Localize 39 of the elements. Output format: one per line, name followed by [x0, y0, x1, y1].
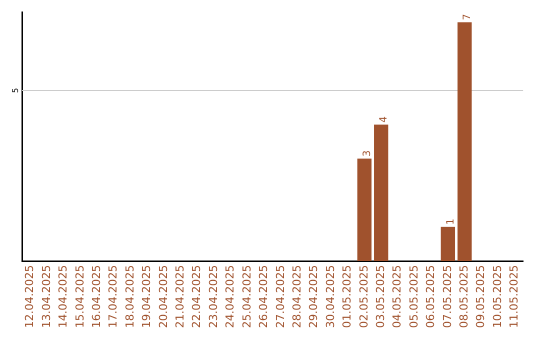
- x-tick-label: 10.05.2025: [490, 265, 504, 328]
- x-tick-label: 14.04.2025: [56, 265, 70, 328]
- x-tick-label: 21.04.2025: [174, 265, 187, 328]
- x-tick-label: 18.04.2025: [123, 265, 136, 328]
- x-tick-label: 08.05.2025: [457, 265, 470, 328]
- x-tick-label: 17.04.2025: [106, 265, 120, 328]
- data-label: 1: [446, 218, 457, 225]
- x-tick-label: 24.04.2025: [224, 265, 237, 328]
- x-tick-label: 03.05.2025: [374, 265, 387, 328]
- x-tick-label: 01.05.2025: [340, 265, 354, 328]
- x-tick-label: 26.04.2025: [257, 265, 270, 328]
- ref-line-label: 5: [11, 88, 20, 94]
- x-tick-label: 07.05.2025: [440, 265, 454, 328]
- x-tick-label: 06.05.2025: [424, 265, 438, 328]
- x-tick-label: 30.04.2025: [324, 265, 337, 328]
- bar: [458, 22, 472, 262]
- x-tick-label: 27.04.2025: [274, 265, 287, 328]
- x-tick-label: 23.04.2025: [206, 265, 220, 328]
- bar: [440, 226, 456, 262]
- x-tick-label: 19.04.2025: [140, 265, 154, 328]
- x-tick-label: 05.05.2025: [407, 265, 420, 328]
- x-tick-label: 12.04.2025: [23, 265, 36, 328]
- x-tick-label: 29.04.2025: [307, 265, 320, 328]
- x-tick-label: 11.05.2025: [508, 265, 521, 328]
- x-tick-label: 28.04.2025: [290, 265, 304, 328]
- x-tick-label: 13.04.2025: [40, 265, 53, 328]
- x-tick-label: 16.04.2025: [90, 265, 104, 328]
- x-tick-label: 22.04.2025: [190, 265, 204, 328]
- data-label: 3: [362, 150, 373, 157]
- data-label: 4: [378, 116, 390, 123]
- x-tick-label: 04.05.2025: [390, 265, 404, 328]
- data-label: 7: [462, 14, 474, 20]
- x-tick-label: 20.04.2025: [156, 265, 170, 328]
- x-tick-label: 02.05.2025: [357, 265, 370, 328]
- bar: [357, 158, 372, 262]
- x-tick-label: 25.04.2025: [240, 265, 254, 328]
- bar: [374, 124, 388, 262]
- x-tick-label: 15.04.2025: [73, 265, 86, 328]
- x-tick-label: 09.05.2025: [474, 265, 488, 328]
